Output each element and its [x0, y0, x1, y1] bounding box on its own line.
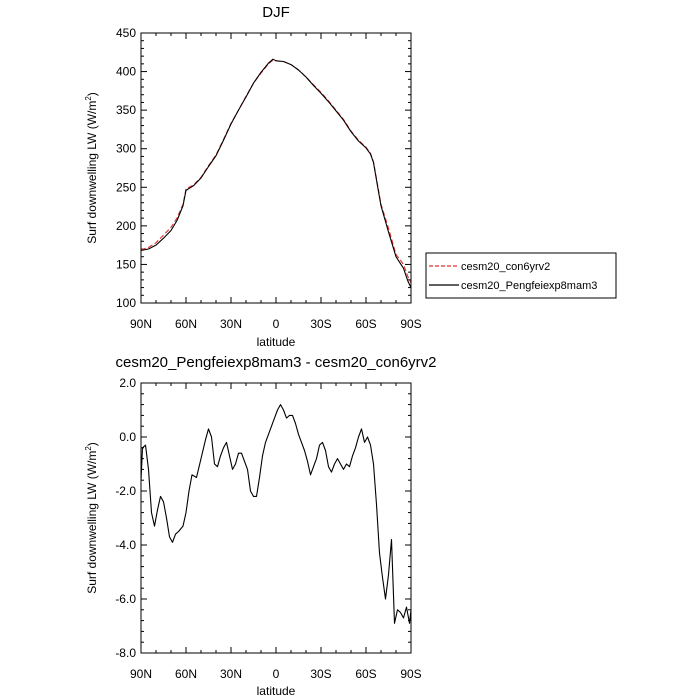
top-series-line-cesm20_con6yrv2 [140, 59, 412, 284]
bottom-x-axis-label: latitude [257, 684, 296, 698]
bottom-y-tick-label: -2.0 [115, 484, 136, 498]
top-x-tick-label: 90S [400, 317, 421, 331]
bottom-x-tick-label: 60S [355, 667, 376, 681]
bottom-panel: cesm20_Pengfeiexp8mam3 - cesm20_con6yrv2… [84, 354, 437, 698]
top-y-axis-label-text: Surf downwelling LW (W/m [85, 101, 99, 244]
bottom-x-tick-label: 30S [310, 667, 331, 681]
top-y-tick-label: 200 [116, 219, 136, 233]
top-y-axis-label: Surf downwelling LW (W/m2) [84, 92, 99, 244]
bottom-chart-title: cesm20_Pengfeiexp8mam3 - cesm20_con6yrv2 [116, 354, 437, 371]
bottom-y-tick-label: -8.0 [115, 646, 136, 660]
bottom-y-tick-label: -4.0 [115, 538, 136, 552]
top-x-tick-label: 90N [130, 317, 152, 331]
top-y-tick-label: 100 [116, 296, 136, 310]
bottom-y-axis-label-close: ) [85, 442, 99, 446]
top-y-axis-label-sup: 2 [84, 96, 93, 101]
top-y-tick-label: 150 [116, 257, 136, 271]
top-chart-title: DJF [262, 4, 290, 21]
legend-label-con6yrv2: cesm20_con6yrv2 [461, 261, 550, 273]
top-plot-area: 90N 60N 30N 0 30S 60S 90S 100 150 200 250 300 350 400… [116, 26, 422, 331]
bottom-plot-frame [140, 382, 412, 654]
bottom-y-tick-label: 2.0 [119, 376, 136, 390]
top-y-tick-label: 400 [116, 65, 136, 79]
top-panel: DJF Surf downwelling LW (W/m2) latitude … [84, 4, 422, 349]
bottom-y-axis-label: Surf downwelling LW (W/m2) [84, 442, 99, 594]
bottom-x-tick-label: 60N [175, 667, 197, 681]
top-y-tick-label: 300 [116, 142, 136, 156]
top-y-tick-label: 250 [116, 180, 136, 194]
bottom-y-axis-label-text: Surf downwelling LW (W/m [85, 451, 99, 594]
bottom-plot-area: 90N 60N 30N 0 30S 60S 90S -8.0 -6.0 -4.0 -2.0 0.0 2.… [115, 376, 421, 681]
bottom-series-line-difference [140, 404, 412, 624]
legend-box [425, 252, 617, 299]
top-y-axis-label-close: ) [85, 92, 99, 96]
legend: cesm20_con6yrv2 cesm20_Pengfeiexp8mam3 [425, 252, 617, 299]
top-x-axis-label: latitude [257, 335, 296, 349]
bottom-y-tick-label: 0.0 [119, 430, 136, 444]
top-x-tick-label: 30N [220, 317, 242, 331]
top-x-tick-label: 30S [310, 317, 331, 331]
legend-label-pengfei: cesm20_Pengfeiexp8mam3 [461, 280, 597, 292]
top-x-tick-label: 0 [273, 317, 280, 331]
bottom-x-tick-label: 30N [220, 667, 242, 681]
top-x-tick-label: 60N [175, 317, 197, 331]
top-y-tick-label: 450 [116, 26, 136, 40]
top-x-tick-label: 60S [355, 317, 376, 331]
bottom-y-tick-label: -6.0 [115, 592, 136, 606]
bottom-y-axis-label-sup: 2 [84, 446, 93, 451]
top-plot-frame [140, 32, 412, 304]
bottom-x-tick-label: 90S [400, 667, 421, 681]
top-series-line-cesm20_Pengfeiexp8mam3 [140, 58, 412, 288]
bottom-x-tick-label: 0 [273, 667, 280, 681]
bottom-x-tick-label: 90N [130, 667, 152, 681]
top-y-tick-label: 350 [116, 103, 136, 117]
